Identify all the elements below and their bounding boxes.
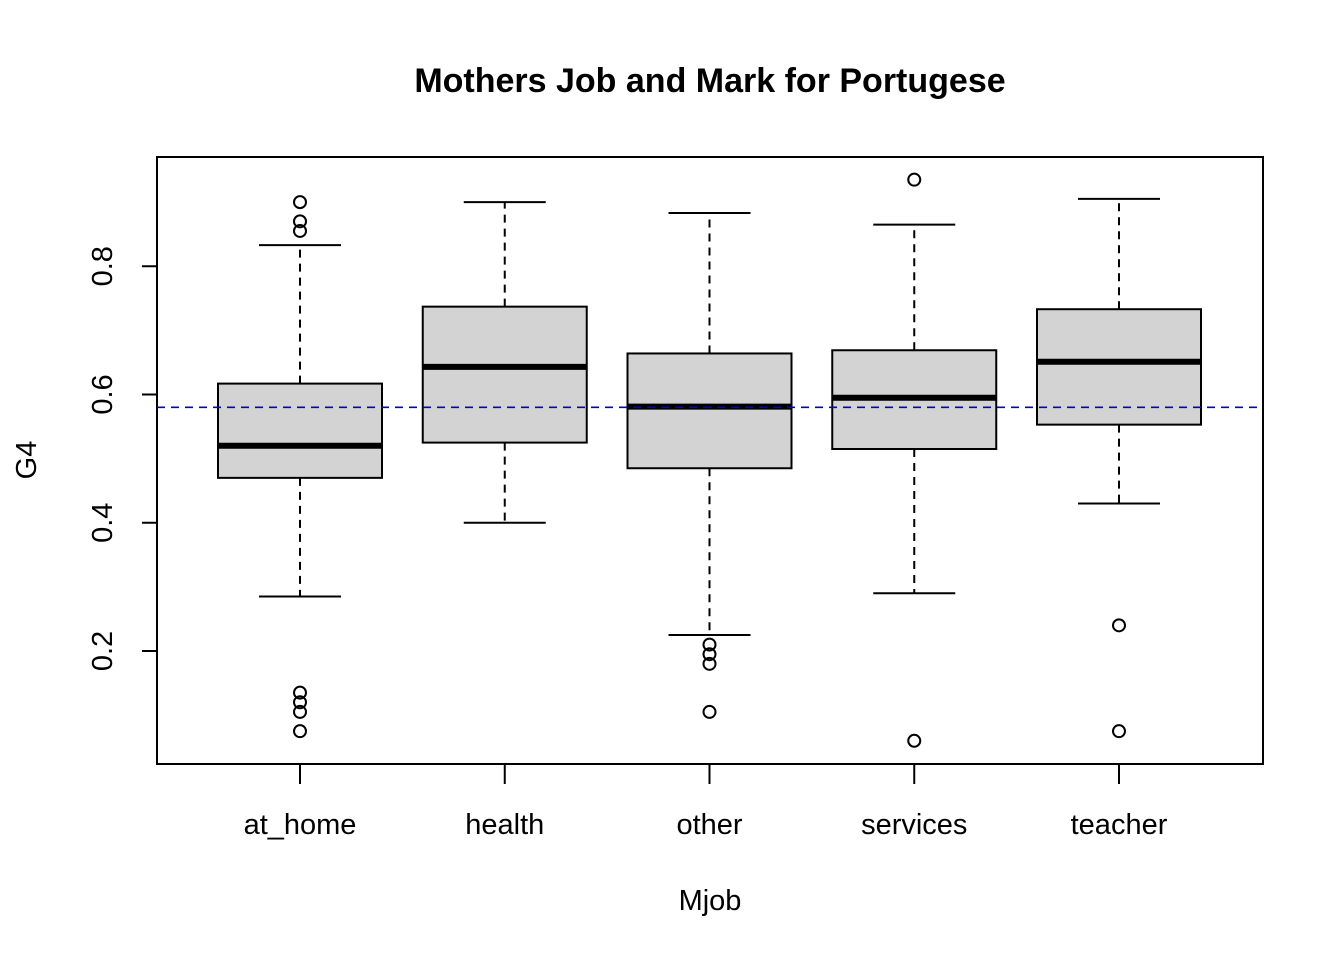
outlier-point bbox=[702, 637, 717, 652]
outlier-point bbox=[907, 172, 922, 187]
x-tick-label-other: other bbox=[676, 809, 742, 841]
y-tick-label: 0.8 bbox=[87, 246, 119, 286]
x-tick-label-health: health bbox=[465, 809, 544, 841]
x-axis-label: Mjob bbox=[679, 885, 742, 917]
x-tick-label-at-home: at_home bbox=[244, 809, 357, 841]
y-tick-label: 0.6 bbox=[87, 374, 119, 414]
x-tick-label-services: services bbox=[861, 809, 967, 841]
outlier-point bbox=[1112, 724, 1126, 739]
iqr-box bbox=[217, 382, 383, 479]
outlier-point bbox=[293, 695, 307, 710]
box-at-home bbox=[217, 195, 383, 739]
outlier-point bbox=[293, 685, 307, 700]
x-tick-label-teacher: teacher bbox=[1071, 809, 1168, 841]
outlier-point bbox=[293, 195, 307, 210]
outlier-point bbox=[293, 214, 307, 229]
box-teacher bbox=[1036, 197, 1202, 739]
outlier-point bbox=[702, 656, 717, 671]
outlier-point bbox=[293, 704, 307, 719]
chart-title: Mothers Job and Mark for Portugese bbox=[414, 62, 1005, 100]
outlier-point bbox=[1112, 618, 1126, 633]
outlier-point bbox=[293, 724, 307, 739]
iqr-box bbox=[421, 305, 588, 444]
outlier-point bbox=[702, 704, 717, 719]
outlier-point bbox=[907, 733, 922, 748]
outlier-point bbox=[293, 223, 307, 238]
box-other bbox=[626, 212, 793, 719]
iqr-box bbox=[626, 352, 793, 470]
box-services bbox=[831, 172, 998, 748]
y-tick-label: 0.4 bbox=[87, 503, 119, 543]
box-health bbox=[421, 201, 588, 524]
outlier-point bbox=[702, 647, 717, 662]
plot-layer: 0.2 0.4 0.6 0.8 at_home health other services te… bbox=[87, 172, 1263, 841]
y-tick-label: 0.2 bbox=[87, 631, 119, 671]
iqr-box bbox=[1036, 308, 1202, 426]
y-axis-label: G4 bbox=[11, 441, 43, 480]
